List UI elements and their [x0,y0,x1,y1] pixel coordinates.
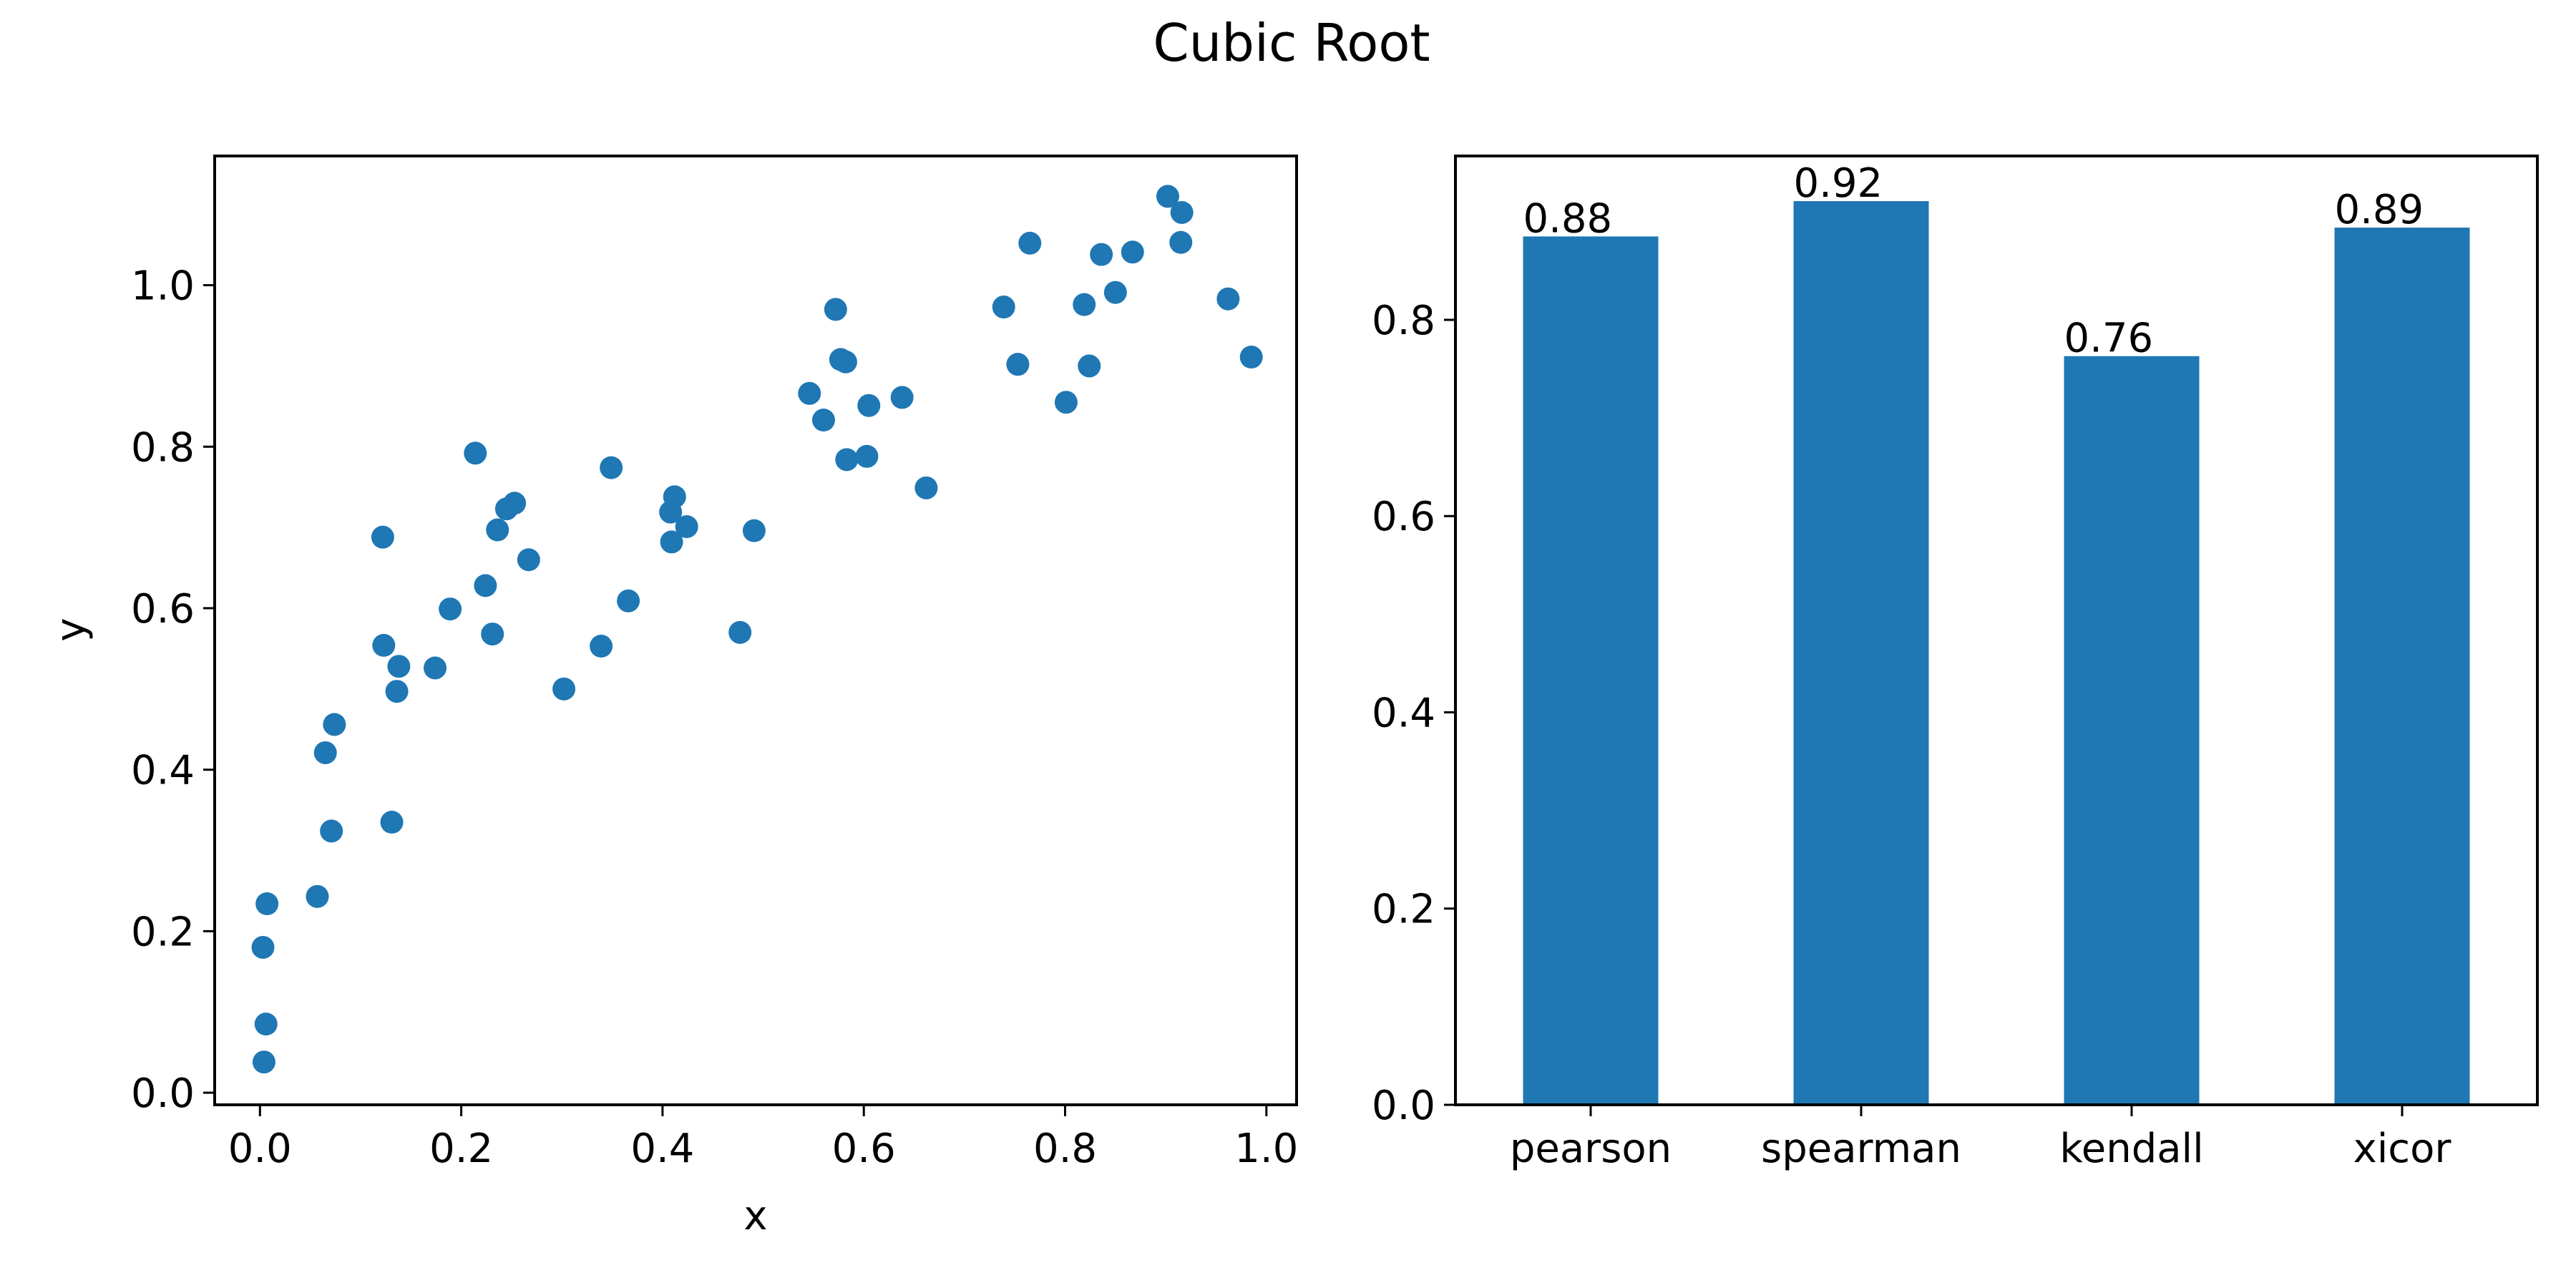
scatter-point [1103,280,1127,304]
scatter-point [552,677,576,701]
scatter-point [675,514,698,538]
scatter-point [824,298,847,321]
scatter-point [1006,353,1030,376]
figure-title: Cubic Root [1153,13,1430,73]
scatter-x-axis-label: x [743,1193,767,1239]
bar-series: 0.88 0.92 0.76 0.89 [1523,160,2470,1106]
scatter-point [306,884,329,908]
scatter-point [1090,243,1113,266]
x-tick-label: kendall [2059,1126,2203,1172]
x-tick-label: 0.2 [429,1126,493,1172]
scatter-point [835,448,859,472]
x-tick-label: spearman [1761,1126,1961,1172]
x-tick-label: xicor [2353,1126,2452,1172]
scatter-panel: 0.0 0.2 0.4 0.6 0.8 1.0 0.00.20.40.60.81.0 x … [48,155,1298,1239]
y-tick-label: 0.4 [131,748,195,794]
scatter-point [1216,287,1240,311]
scatter-point [660,530,683,554]
scatter-point [798,381,821,405]
scatter-point [992,296,1015,319]
scatter-point [1170,200,1194,224]
scatter-point [1239,345,1263,369]
y-tick-label: 0.2 [1372,887,1435,933]
scatter-point [474,574,497,597]
scatter-point [251,935,275,959]
y-tick-label: 0.4 [1372,690,1435,736]
scatter-plot-frame [213,155,1298,1106]
y-tick-label: 1.0 [131,263,195,310]
scatter-point [380,811,404,834]
bar-value-label: 0.89 [2335,187,2424,233]
scatter-point [481,623,504,646]
x-tick-label: 0.0 [228,1126,292,1172]
scatter-point [1054,391,1078,414]
scatter-point [313,741,337,764]
y-tick-label: 0.0 [1372,1083,1435,1129]
scatter-point [424,656,447,680]
scatter-point [517,548,540,572]
bar-y-axis: 0.0 0.2 0.4 0.6 0.8 [1372,298,1455,1129]
bar-panel: 0.88 0.92 0.76 0.89 pearson spearman kendall x… [1372,155,2539,1172]
scatter-point [255,892,279,916]
scatter-point [1156,185,1179,208]
scatter-point [486,518,509,542]
scatter-points [251,185,1263,1074]
bar-kendall [2064,356,2200,1106]
scatter-point [663,485,686,509]
scatter-point [387,655,411,678]
scatter-point [385,680,409,703]
x-tick-label: 1.0 [1234,1126,1298,1172]
scatter-point [728,620,752,644]
x-tick-label: 0.6 [832,1126,896,1172]
scatter-point [834,350,857,374]
scatter-point [464,441,487,465]
scatter-point [590,635,613,658]
scatter-point [914,476,938,499]
scatter-point [254,1013,278,1036]
scatter-point [371,525,394,549]
scatter-point [1078,354,1101,378]
y-tick-label: 0.0 [131,1070,195,1117]
y-tick-label: 0.2 [131,909,195,955]
x-tick-label: 0.8 [1033,1126,1097,1172]
scatter-point [1018,231,1042,255]
scatter-point [320,819,343,843]
scatter-point [1073,293,1096,316]
bar-spearman [1793,201,1929,1106]
scatter-point [439,597,462,621]
scatter-point [890,386,914,409]
bar-value-label: 0.88 [1523,195,1613,242]
scatter-point [617,589,640,613]
y-tick-label: 0.6 [131,586,195,633]
scatter-point [742,519,766,542]
bar-plot-frame [1454,155,2539,1106]
scatter-y-axis-label: y [48,618,94,641]
scatter-point [323,713,346,736]
y-tick-label: 0.8 [1372,298,1435,344]
bar-x-axis: pearson spearman kendall xicor [1510,1105,2452,1172]
bar-value-label: 0.76 [2064,316,2154,362]
y-tick-label: 0.8 [131,424,195,471]
scatter-point [857,394,881,417]
scatter-point [855,444,879,468]
bar-xicor [2334,228,2470,1106]
bar-pearson [1523,236,1659,1105]
scatter-point [1121,240,1144,264]
scatter-point [600,456,623,479]
x-tick-label: pearson [1510,1126,1672,1172]
scatter-point [252,1050,275,1074]
scatter-x-axis: 0.0 0.2 0.4 0.6 0.8 1.0 [228,1105,1298,1172]
scatter-point [503,492,527,515]
bar-value-label: 0.92 [1794,160,1883,207]
scatter-point [1169,230,1193,254]
scatter-point [372,633,396,657]
scatter-y-axis: 0.0 0.2 0.4 0.6 0.8 1.0 [131,263,215,1117]
scatter-point [811,409,835,432]
y-tick-label: 0.6 [1372,494,1435,540]
x-tick-label: 0.4 [630,1126,694,1172]
